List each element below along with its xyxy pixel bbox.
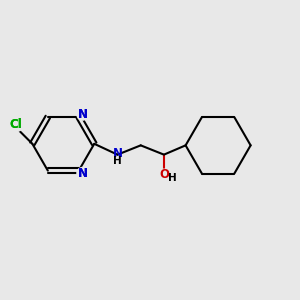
Text: N: N [112, 147, 122, 160]
Text: O: O [159, 168, 169, 181]
Text: N: N [77, 167, 88, 180]
Text: Cl: Cl [9, 118, 22, 130]
Text: H: H [113, 157, 122, 166]
Circle shape [8, 116, 23, 132]
Text: N: N [77, 108, 88, 121]
Text: N: N [77, 167, 88, 180]
Circle shape [77, 109, 88, 120]
Text: N: N [77, 108, 88, 121]
Text: Cl: Cl [9, 118, 22, 130]
Circle shape [77, 167, 88, 179]
Circle shape [158, 169, 169, 180]
Text: H: H [168, 173, 177, 184]
